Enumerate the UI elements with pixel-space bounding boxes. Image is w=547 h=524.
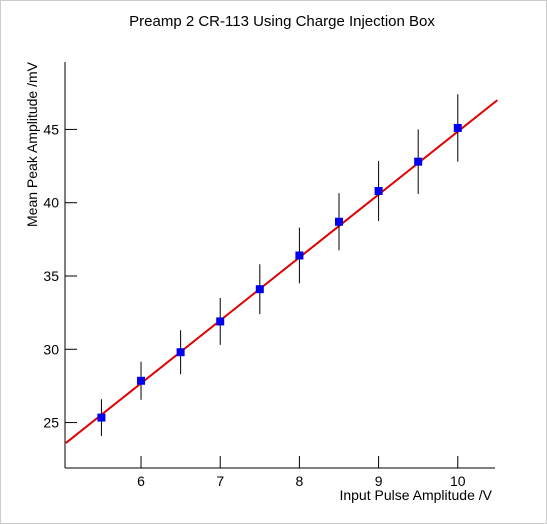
y-tick-label: 25 — [43, 415, 59, 431]
chart-title: Preamp 2 CR-113 Using Charge Injection B… — [129, 13, 435, 30]
data-point — [176, 348, 185, 357]
data-point — [137, 376, 146, 385]
x-tick-label: 10 — [450, 473, 466, 489]
x-tick-label: 8 — [296, 473, 304, 489]
fit-line — [65, 99, 498, 444]
y-axis-label: Mean Peak Amplitude /mV — [24, 61, 40, 227]
data-point — [334, 217, 343, 226]
y-tick-label: 35 — [43, 268, 59, 284]
y-tick-label: 30 — [43, 341, 59, 357]
x-tick-label: 7 — [216, 473, 224, 489]
data-point — [216, 317, 225, 326]
x-tick-label: 6 — [137, 473, 145, 489]
y-tick-label: 40 — [43, 195, 59, 211]
data-point — [295, 251, 304, 260]
data-point — [255, 285, 264, 294]
x-tick-label: 9 — [375, 473, 383, 489]
y-tick-label: 45 — [43, 121, 59, 137]
data-point — [414, 157, 423, 166]
x-axis-label: Input Pulse Amplitude /V — [339, 487, 492, 503]
data-point — [453, 123, 462, 132]
data-point — [374, 186, 383, 195]
data-point — [97, 413, 106, 422]
